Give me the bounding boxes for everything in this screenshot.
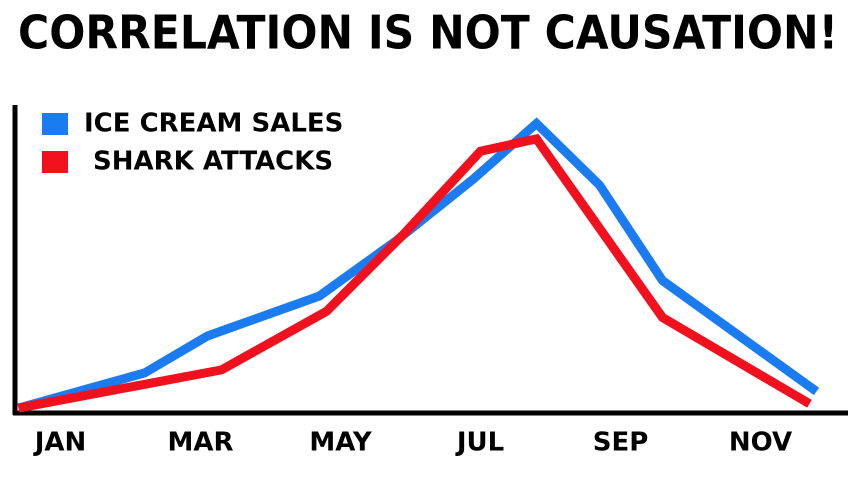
series-line — [17, 117, 820, 413]
x-tick-label: NOV — [729, 428, 792, 458]
legend-swatch — [42, 113, 68, 135]
legend-label: ICE CREAM SALES — [84, 109, 343, 139]
legend-label: SHARK ATTACKS — [84, 147, 333, 177]
x-tick-label: JUL — [455, 428, 504, 458]
x-tick-label: JAN — [33, 428, 87, 458]
x-tick-label: SEP — [593, 428, 649, 458]
legend-swatch — [42, 151, 68, 173]
chart-title: CORRELATION IS NOT CAUSATION! — [18, 6, 838, 60]
x-tick-label: MAY — [309, 428, 373, 458]
x-tick-label: MAR — [167, 428, 233, 458]
series-line — [17, 133, 812, 413]
